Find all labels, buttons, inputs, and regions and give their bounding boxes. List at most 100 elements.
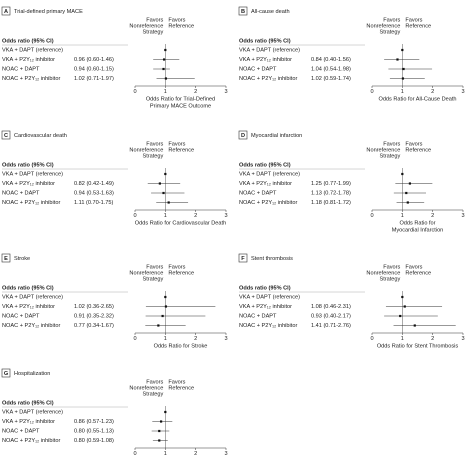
x-tick-label: 2 (431, 89, 434, 95)
value-label: 0.80 (0.55-1.13) (74, 428, 114, 434)
point-estimate (399, 314, 402, 318)
x-axis-label: Primary MACE Outcome (150, 103, 211, 109)
panel-title: Myocardial infarction (251, 133, 302, 139)
favor-left: Favors (146, 264, 163, 270)
row-label: NOAC + P2Y₁₂ inhibitor (239, 323, 297, 329)
row-label: NOAC + P2Y₁₂ inhibitor (2, 76, 60, 82)
favor-left: Favors (146, 379, 163, 385)
x-tick-label: 0 (133, 213, 136, 219)
x-tick-label: 2 (194, 451, 197, 456)
row-label: VKA + DAPT (reference) (239, 171, 300, 177)
panel-label: A (4, 9, 8, 15)
row-label: VKA + P2Y₁₂ inhibitor (2, 419, 55, 425)
point-estimate (162, 191, 165, 195)
favor-left: Strategy (142, 276, 163, 282)
x-tick-label: 1 (164, 451, 167, 456)
point-estimate (163, 58, 166, 61)
x-axis-label: Odds Ratio for Stroke (154, 343, 208, 349)
row-label: VKA + P2Y₁₂ inhibitor (2, 57, 55, 63)
favor-left: Favors (383, 264, 400, 270)
favor-left: Strategy (142, 391, 163, 397)
panel-label: E (4, 256, 8, 262)
x-axis-label: Odds Ratio for Cardiovascular Death (135, 220, 226, 226)
x-tick-label: 2 (194, 89, 197, 95)
favor-left: Nonreference (129, 385, 163, 391)
panel-label: F (241, 256, 245, 262)
value-label: 0.77 (0.34-1.67) (74, 323, 114, 329)
row-label: VKA + DAPT (reference) (2, 47, 63, 53)
row-label: VKA + P2Y₁₂ inhibitor (2, 181, 55, 187)
x-tick-label: 2 (431, 213, 434, 219)
column-header: Odds ratio (95% CI) (2, 38, 54, 44)
panel-label-box (1, 368, 11, 378)
value-label: 1.13 (0.72-1.78) (311, 190, 351, 196)
favor-right: Favors (405, 17, 422, 23)
x-tick-label: 1 (401, 213, 404, 219)
panel-title: All-cause death (251, 9, 290, 15)
value-label: 1.02 (0.36-2.65) (74, 304, 114, 310)
point-estimate (157, 324, 160, 327)
panel-title: Cardiovascular death (14, 133, 67, 139)
favor-right: Favors (168, 17, 185, 23)
favor-right: Reference (168, 270, 194, 276)
row-label: NOAC + P2Y₁₂ inhibitor (2, 438, 60, 444)
row-label: VKA + P2Y₁₂ inhibitor (239, 57, 292, 63)
point-estimate (167, 201, 170, 204)
point-estimate (164, 77, 168, 80)
x-tick-label: 3 (224, 451, 227, 456)
value-label: 0.86 (0.57-1.23) (74, 419, 114, 425)
row-label: NOAC + P2Y₁₂ inhibitor (239, 76, 297, 82)
row-label: NOAC + DAPT (2, 428, 40, 434)
panel-title: Stroke (14, 256, 30, 262)
x-tick-label: 3 (224, 213, 227, 219)
x-tick-label: 2 (431, 336, 434, 342)
point-estimate (162, 67, 165, 71)
x-axis-label: Odds Ratio for (399, 220, 435, 226)
x-tick-label: 2 (194, 336, 197, 342)
row-label: NOAC + P2Y₁₂ inhibitor (2, 200, 60, 206)
row-label: NOAC + P2Y₁₂ inhibitor (239, 200, 297, 206)
x-tick-label: 0 (370, 89, 373, 95)
point-estimate (158, 429, 161, 433)
x-tick-label: 3 (461, 213, 464, 219)
favor-left: Favors (146, 17, 163, 23)
value-label: 1.04 (0.54-1.98) (311, 66, 351, 72)
x-tick-label: 2 (194, 213, 197, 219)
panel-label-box (238, 130, 248, 140)
point-estimate (402, 67, 405, 71)
point-estimate (396, 58, 399, 61)
row-label: NOAC + DAPT (239, 313, 277, 319)
x-tick-label: 3 (224, 336, 227, 342)
point-estimate (406, 201, 409, 204)
row-label: NOAC + P2Y₁₂ inhibitor (2, 323, 60, 329)
favor-left: Strategy (142, 153, 163, 159)
point-estimate (408, 182, 412, 185)
panel-title: Hospitalization (14, 371, 50, 377)
x-tick-label: 3 (461, 336, 464, 342)
favor-right: Reference (405, 147, 431, 153)
panel-label-box (1, 6, 11, 16)
favor-right: Favors (405, 264, 422, 270)
row-label: VKA + P2Y₁₂ inhibitor (239, 181, 292, 187)
favor-left: Favors (383, 17, 400, 23)
value-label: 0.91 (0.35-2.32) (74, 313, 114, 319)
column-header: Odds ratio (95% CI) (239, 38, 291, 44)
row-label: VKA + DAPT (reference) (2, 294, 63, 300)
favor-right: Favors (168, 379, 185, 385)
point-estimate (164, 295, 167, 299)
point-estimate (161, 314, 164, 318)
favor-left: Strategy (379, 29, 400, 35)
row-label: NOAC + DAPT (239, 190, 277, 196)
value-label: 1.18 (0.81-1.72) (311, 200, 351, 206)
column-header: Odds ratio (95% CI) (2, 285, 54, 291)
x-tick-label: 0 (370, 213, 373, 219)
point-estimate (164, 305, 168, 308)
value-label: 1.08 (0.46-2.31) (311, 304, 351, 310)
value-label: 0.84 (0.40-1.56) (311, 57, 351, 63)
row-label: VKA + DAPT (reference) (2, 409, 63, 415)
point-estimate (401, 295, 404, 299)
column-header: Odds ratio (95% CI) (2, 400, 54, 406)
favor-left: Nonreference (366, 270, 400, 276)
x-tick-label: 3 (461, 89, 464, 95)
point-estimate (413, 324, 416, 327)
